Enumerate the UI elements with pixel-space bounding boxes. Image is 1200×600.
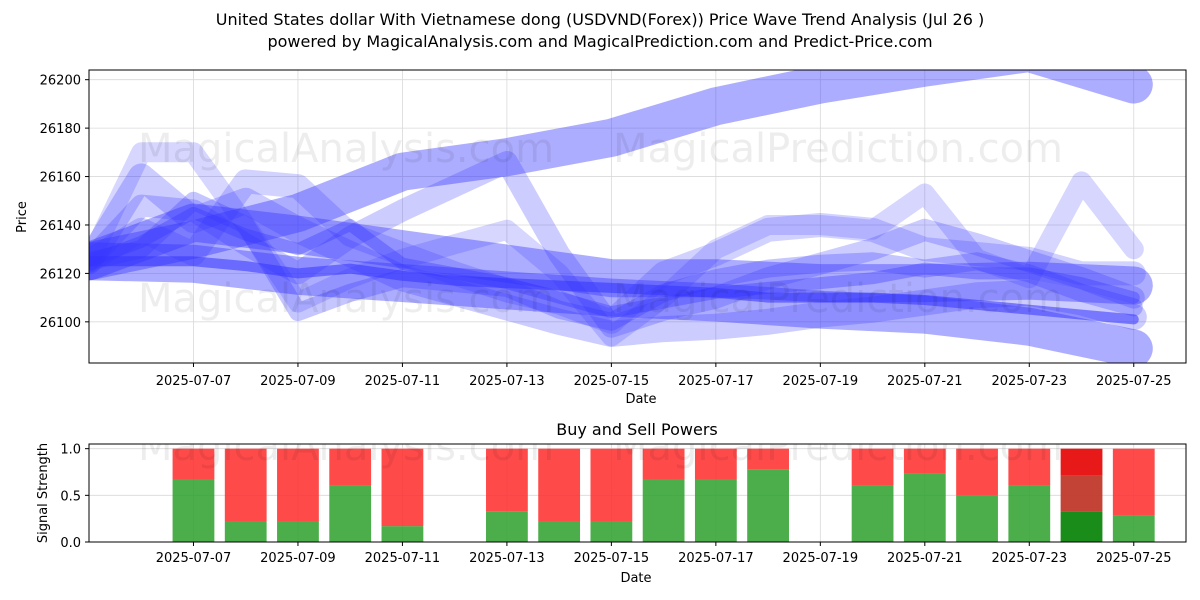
buy-bar bbox=[381, 526, 424, 542]
buy-bar-strong bbox=[1060, 511, 1103, 542]
wave-wave-1 bbox=[89, 70, 1153, 281]
buy-bar bbox=[538, 521, 581, 542]
power-axis-ticks: 2025-07-07 2025-07-09 2025-07-11 2025-07-13… bbox=[60, 443, 1171, 566]
power-x-axis-label: Date bbox=[620, 571, 651, 586]
x-tick-label: 2025-07-13 bbox=[469, 374, 545, 389]
power-plot-frame bbox=[88, 443, 1187, 543]
buy-bar bbox=[1008, 485, 1051, 542]
sell-bar bbox=[903, 448, 946, 474]
sell-bar bbox=[381, 448, 424, 527]
x-tick-label: 2025-07-21 bbox=[887, 551, 963, 566]
sell-bar bbox=[486, 448, 528, 512]
wave-wave-8 bbox=[89, 191, 1143, 331]
y-tick-label: 26120 bbox=[40, 267, 81, 282]
watermark-prediction: MagicalPrediction.com bbox=[613, 126, 1063, 172]
wave-wave-9 bbox=[89, 206, 1140, 319]
sell-bar bbox=[172, 448, 215, 480]
watermark-analysis: MagicalAnalysis.com bbox=[138, 276, 554, 322]
watermark-analysis: MagicalAnalysis.com bbox=[138, 126, 554, 172]
y-tick-label: 26100 bbox=[40, 316, 81, 331]
buy-bar bbox=[642, 479, 685, 542]
y-tick-label: 1.0 bbox=[60, 443, 81, 458]
x-tick-label: 2025-07-25 bbox=[1096, 374, 1172, 389]
x-tick-label: 2025-07-17 bbox=[678, 551, 754, 566]
y-tick-label: 26160 bbox=[40, 171, 81, 186]
sell-bar bbox=[590, 448, 633, 522]
sell-bar bbox=[694, 448, 737, 480]
x-tick-label: 2025-07-17 bbox=[678, 374, 754, 389]
price-y-axis-label: Price bbox=[15, 201, 30, 233]
sell-bar-mid bbox=[1060, 475, 1103, 512]
x-tick-label: 2025-07-19 bbox=[783, 551, 859, 566]
buy-bar bbox=[172, 479, 215, 542]
power-bars bbox=[172, 448, 1155, 542]
x-tick-label: 2025-07-15 bbox=[574, 374, 650, 389]
price-wave-plot: MagicalAnalysis.com MagicalPrediction.co… bbox=[15, 69, 1187, 407]
price-x-axis-label: Date bbox=[625, 392, 656, 407]
buy-bar bbox=[747, 469, 789, 542]
wave-wave-3 bbox=[89, 203, 1153, 305]
x-tick-label: 2025-07-23 bbox=[992, 374, 1068, 389]
y-tick-label: 26140 bbox=[40, 219, 81, 234]
power-y-axis-label: Signal Strength bbox=[36, 443, 51, 543]
sell-bar bbox=[277, 448, 319, 522]
buy-bar bbox=[694, 479, 737, 542]
wave-wave-6 bbox=[89, 169, 1146, 334]
y-tick-label: 0.5 bbox=[60, 489, 81, 504]
buy-bar bbox=[277, 521, 319, 542]
sell-bar bbox=[329, 448, 372, 486]
sell-bar bbox=[1112, 448, 1155, 516]
buy-bar bbox=[486, 511, 528, 542]
chart-title: United States dollar With Vietnamese don… bbox=[215, 10, 985, 29]
x-tick-label: 2025-07-23 bbox=[992, 551, 1068, 566]
wave-wave-5 bbox=[89, 151, 1145, 338]
power-chart-title: Buy and Sell Powers bbox=[556, 420, 718, 439]
price-plot-frame bbox=[88, 69, 1187, 364]
x-tick-label: 2025-07-15 bbox=[574, 551, 650, 566]
wave-wave-7 bbox=[89, 142, 1144, 347]
x-tick-label: 2025-07-25 bbox=[1096, 551, 1172, 566]
sell-bar bbox=[642, 448, 685, 480]
x-tick-label: 2025-07-21 bbox=[887, 374, 963, 389]
x-tick-label: 2025-07-19 bbox=[783, 374, 859, 389]
x-tick-label: 2025-07-09 bbox=[260, 551, 336, 566]
price-grid bbox=[89, 70, 1186, 363]
y-tick-label: 0.0 bbox=[60, 536, 81, 551]
y-tick-label: 26200 bbox=[40, 74, 81, 89]
sell-bar bbox=[851, 448, 894, 486]
watermark-prediction: MagicalPrediction.com bbox=[613, 276, 1063, 322]
buy-bar bbox=[1112, 515, 1155, 542]
y-tick-label: 26180 bbox=[40, 122, 81, 137]
buy-bar bbox=[903, 473, 946, 542]
sell-bar bbox=[538, 448, 581, 522]
watermark-prediction: MagicalPrediction.com bbox=[613, 424, 1063, 470]
x-tick-label: 2025-07-13 bbox=[469, 551, 545, 566]
wave-lines bbox=[89, 70, 1153, 363]
x-tick-label: 2025-07-07 bbox=[156, 551, 232, 566]
x-tick-label: 2025-07-11 bbox=[365, 551, 441, 566]
buy-bar bbox=[329, 485, 372, 542]
buy-bar bbox=[956, 495, 998, 542]
x-tick-label: 2025-07-07 bbox=[156, 374, 232, 389]
wave-wave-10 bbox=[89, 256, 1139, 325]
sell-bar bbox=[1008, 448, 1051, 486]
x-tick-label: 2025-07-11 bbox=[365, 374, 441, 389]
chart-subtitle: powered by MagicalAnalysis.com and Magic… bbox=[267, 32, 933, 51]
price-axis-ticks: 2025-07-07 2025-07-09 2025-07-11 2025-07-13… bbox=[40, 74, 1172, 389]
buy-bar bbox=[851, 485, 894, 542]
wave-wave-4 bbox=[89, 163, 1147, 347]
buy-bar bbox=[590, 521, 633, 542]
buy-sell-power-plot: Buy and Sell Powers MagicalAnalysis.com … bbox=[36, 420, 1187, 586]
sell-bar bbox=[956, 448, 998, 496]
watermark-analysis: MagicalAnalysis.com bbox=[138, 424, 554, 470]
sell-bar bbox=[224, 448, 267, 522]
x-tick-label: 2025-07-09 bbox=[260, 374, 336, 389]
sell-bar-strong bbox=[1060, 448, 1103, 476]
sell-bar bbox=[747, 448, 789, 470]
buy-bar bbox=[224, 521, 267, 542]
